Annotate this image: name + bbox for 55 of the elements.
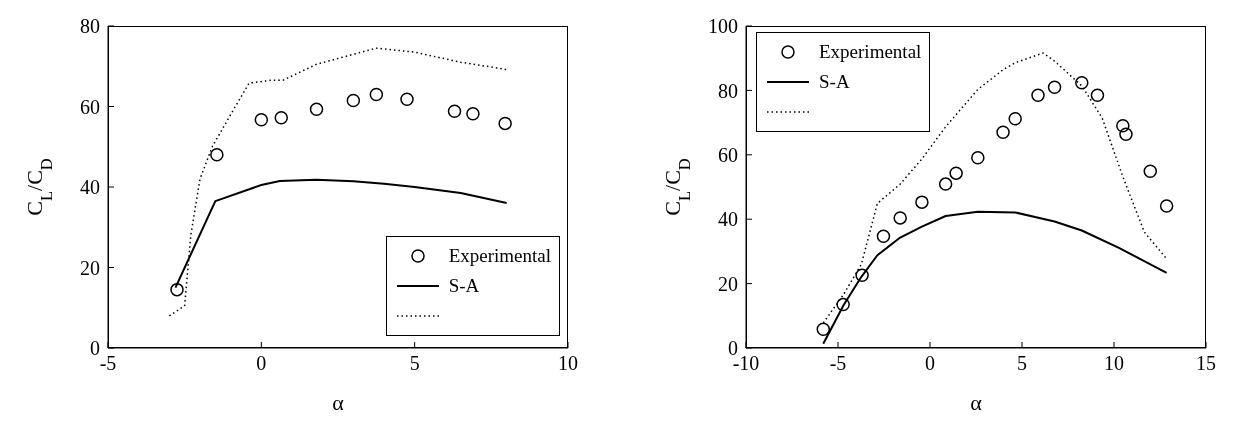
x-tick-label: 5	[1017, 352, 1027, 375]
point	[816, 322, 831, 337]
y-tick-label: 40	[80, 176, 100, 199]
x-tick-label: 0	[256, 352, 267, 375]
point	[447, 104, 462, 119]
point	[893, 211, 907, 225]
y-tick-label: 40	[718, 208, 738, 231]
point	[1143, 164, 1157, 178]
x-tick-label: 0	[925, 352, 935, 375]
y-tick-label: 100	[708, 15, 738, 38]
legend-label: S-A	[819, 71, 850, 93]
point	[949, 166, 963, 180]
point	[938, 177, 953, 191]
y-tick-label: 80	[718, 79, 738, 102]
point	[1047, 80, 1062, 94]
point	[876, 229, 891, 244]
x-axis-title: α	[970, 390, 983, 415]
point	[210, 148, 224, 162]
x-tick-label: -5	[99, 352, 117, 375]
point	[254, 113, 269, 127]
legend-label: Experimental	[448, 245, 551, 267]
point	[274, 111, 289, 125]
point	[855, 268, 869, 282]
y-tick-label: 0	[90, 337, 100, 360]
x-tick-label: 5	[409, 352, 420, 375]
y-tick-label: 80	[80, 15, 100, 38]
point	[971, 150, 985, 165]
point	[1119, 127, 1133, 141]
x-axis-title: α	[332, 390, 345, 415]
point	[996, 125, 1010, 140]
point	[1159, 199, 1174, 213]
point	[170, 282, 184, 297]
point	[309, 102, 324, 117]
point	[836, 297, 850, 312]
point	[915, 195, 929, 209]
y-tick-label: 20	[718, 272, 738, 295]
y-tick-label: 20	[80, 256, 100, 279]
point	[346, 93, 361, 108]
y-tick-label: 60	[718, 143, 738, 166]
legend-label: Experimental	[819, 41, 922, 63]
x-tick-label: -5	[829, 352, 847, 375]
x-tick-label: 10	[558, 352, 578, 375]
x-tick-label: 10	[1104, 352, 1124, 375]
point	[1008, 111, 1022, 126]
point	[1116, 119, 1130, 133]
x-tick-label: 15	[1196, 352, 1216, 375]
legend-label: S-A	[448, 275, 480, 297]
point	[498, 116, 512, 131]
point	[466, 107, 480, 121]
point	[400, 92, 414, 107]
point	[1031, 88, 1045, 102]
point	[1075, 75, 1089, 90]
point	[1090, 88, 1105, 102]
y-tick-label: 60	[80, 95, 100, 118]
point	[369, 87, 384, 102]
